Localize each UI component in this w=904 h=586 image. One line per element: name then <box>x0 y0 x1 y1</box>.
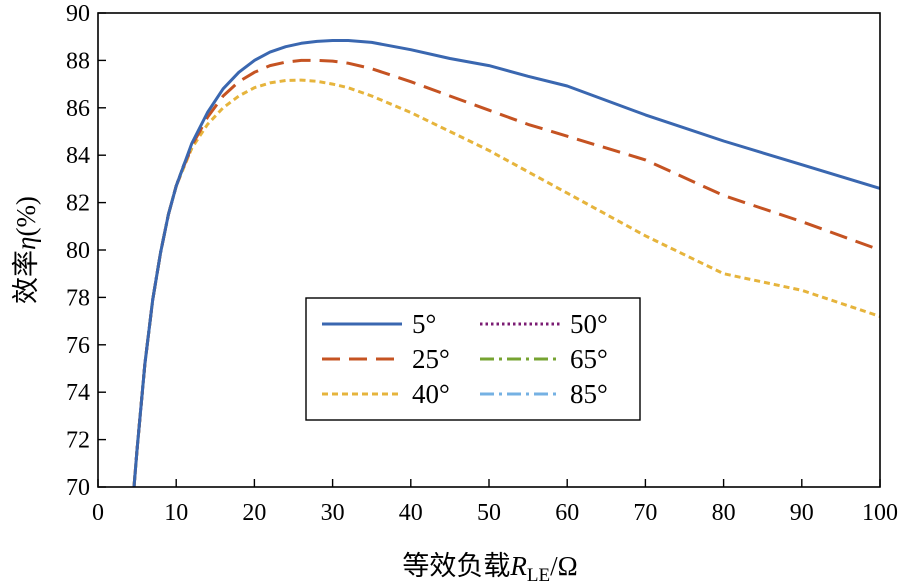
y-tick-label: 80 <box>66 238 90 264</box>
y-tick-label: 88 <box>66 48 90 74</box>
x-tick-label: 80 <box>712 500 736 526</box>
legend-label-4: 65° <box>570 344 608 374</box>
y-tick-label: 74 <box>66 380 90 406</box>
y-tick-label: 86 <box>66 96 90 122</box>
y-tick-label: 76 <box>66 333 90 359</box>
y-axis-title: 效率η(%) <box>11 196 41 304</box>
y-tick-label: 78 <box>66 285 90 311</box>
x-tick-label: 40 <box>399 500 423 526</box>
y-tick-label: 82 <box>66 191 90 217</box>
series-lines <box>132 39 880 487</box>
legend-label-0: 5° <box>412 309 436 339</box>
y-tick-label: 72 <box>66 428 90 454</box>
y-tick-label: 90 <box>66 1 90 27</box>
y-tick-label: 84 <box>66 143 90 169</box>
legend: 5° 25° 40° 50° 65° 85° <box>305 297 641 421</box>
x-tick-label: 10 <box>164 500 188 526</box>
series-line-2 <box>132 78 880 487</box>
y-axis-ticks: 70 72 74 76 78 80 82 84 86 88 90 <box>66 1 106 501</box>
series-line-3 <box>132 147 194 487</box>
x-tick-label: 100 <box>862 500 898 526</box>
y-tick-label: 70 <box>66 475 90 501</box>
legend-label-5: 85° <box>570 379 608 409</box>
x-tick-label: 0 <box>92 500 104 526</box>
x-axis-ticks: 0 10 20 30 40 50 60 70 80 90 100 <box>92 479 898 526</box>
series-line-5 <box>132 147 194 487</box>
x-tick-label: 20 <box>242 500 266 526</box>
x-axis-title: 等效负载RLE/Ω <box>402 551 577 586</box>
legend-label-2: 40° <box>412 379 450 409</box>
x-tick-label: 30 <box>321 500 345 526</box>
series-line-4 <box>132 147 194 487</box>
x-tick-label: 70 <box>633 500 657 526</box>
series-line-1 <box>132 58 880 487</box>
series-line-0 <box>132 39 880 487</box>
x-tick-label: 50 <box>477 500 501 526</box>
legend-label-1: 25° <box>412 344 450 374</box>
x-tick-label: 90 <box>790 500 814 526</box>
x-tick-label: 60 <box>555 500 579 526</box>
legend-label-3: 50° <box>570 309 608 339</box>
